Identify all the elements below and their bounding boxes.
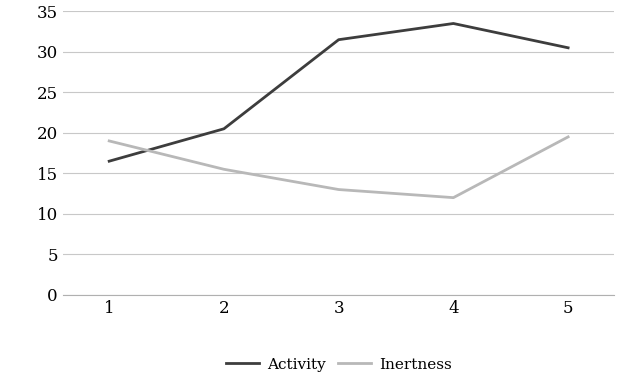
Legend: Activity, Inertness: Activity, Inertness (220, 352, 458, 378)
